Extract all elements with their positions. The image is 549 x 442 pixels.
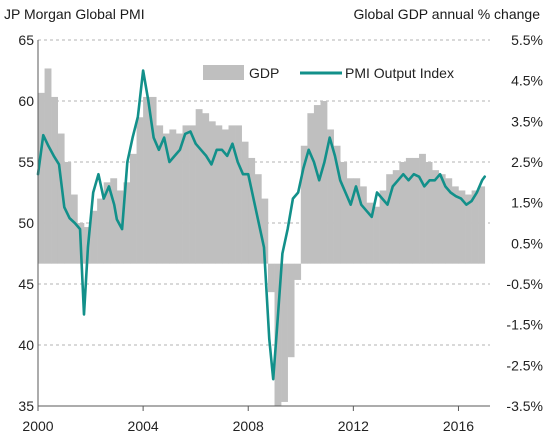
right-tick-label: 5.5% xyxy=(511,32,543,48)
gdp-bar xyxy=(359,186,367,264)
gdp-bar xyxy=(340,162,348,264)
gdp-bar xyxy=(208,121,216,264)
gdp-bar xyxy=(465,194,472,264)
right-tick-label: 4.5% xyxy=(511,73,543,89)
gdp-bar xyxy=(136,117,144,264)
x-tick-label: 2016 xyxy=(443,418,474,434)
gdp-bar xyxy=(267,263,275,293)
left-axis-title: JP Morgan Global PMI xyxy=(4,6,145,22)
gdp-bar xyxy=(366,202,374,264)
gdp-bar xyxy=(241,141,249,264)
gdp-bar xyxy=(261,198,269,264)
gdp-bar xyxy=(412,157,420,264)
gdp-bar xyxy=(90,210,98,264)
gdp-bar xyxy=(235,125,242,264)
gdp-bar xyxy=(103,182,111,264)
gdp-bar xyxy=(182,125,190,264)
left-tick-label: 35 xyxy=(18,398,34,414)
gdp-bar xyxy=(129,153,137,264)
gdp-bar xyxy=(175,133,183,264)
left-tick-label: 60 xyxy=(18,93,34,109)
gdp-bar xyxy=(327,129,334,264)
gdp-bar xyxy=(399,162,407,264)
gdp-bar xyxy=(202,113,210,264)
gdp-bar xyxy=(123,182,131,264)
gdp-bar xyxy=(189,125,196,264)
left-tick-label: 40 xyxy=(18,337,34,353)
gdp-bar xyxy=(97,198,104,264)
x-tick-label: 2004 xyxy=(128,418,159,434)
right-tick-label: -1.5% xyxy=(506,317,543,333)
legend: GDP PMI Output Index xyxy=(203,65,454,81)
legend-swatch-gdp xyxy=(203,65,244,80)
gdp-bar xyxy=(438,174,446,264)
gdp-bar xyxy=(169,129,177,264)
gdp-bar xyxy=(478,186,486,264)
right-tick-label: -2.5% xyxy=(506,357,543,373)
axes: 35 40 45 50 55 60 65 -3.5% -2.5% -1.5% -0.5% 0.5% 1.… xyxy=(18,32,543,434)
gdp-bar xyxy=(57,133,65,264)
gdp-bar xyxy=(195,109,203,264)
left-tick-label: 55 xyxy=(18,154,34,170)
gdp-bar xyxy=(353,178,361,264)
legend-label-pmi: PMI Output Index xyxy=(345,65,454,81)
gdp-bar xyxy=(425,162,433,264)
pmi-line xyxy=(36,69,487,381)
right-tick-label: -3.5% xyxy=(506,398,543,414)
x-tick-label: 2012 xyxy=(338,418,369,434)
gdp-bar xyxy=(386,174,394,264)
gdp-bar xyxy=(287,263,295,358)
gdp-bar xyxy=(307,113,315,264)
right-tick-label: 1.5% xyxy=(511,195,543,211)
gdp-bar xyxy=(432,170,440,264)
left-tick-label: 45 xyxy=(18,276,34,292)
gdp-bar xyxy=(471,190,479,264)
gdp-bar xyxy=(458,190,466,264)
right-axis-title: Global GDP annual % change xyxy=(353,6,540,22)
gdp-bar xyxy=(451,186,459,264)
gdp-bar xyxy=(70,194,78,264)
gdp-bar xyxy=(156,125,164,264)
gdp-bar xyxy=(143,96,150,264)
x-tick-label: 2008 xyxy=(233,418,264,434)
pmi-line-layer xyxy=(36,69,487,381)
right-tick-label: -0.5% xyxy=(506,276,543,292)
gdp-bar xyxy=(162,133,170,264)
gdp-bar xyxy=(274,263,282,406)
gdp-bar xyxy=(300,145,308,264)
gdp-bar xyxy=(419,153,426,264)
gdp-bar xyxy=(221,129,229,264)
gdp-bar xyxy=(346,178,354,264)
right-tick-label: 0.5% xyxy=(511,235,543,251)
gdp-bar xyxy=(294,263,302,280)
gdp-bar xyxy=(228,125,236,264)
gdp-bar xyxy=(281,263,288,402)
x-tick-label: 2000 xyxy=(22,418,53,434)
gdp-bar xyxy=(445,178,453,264)
legend-label-gdp: GDP xyxy=(249,65,279,81)
gdp-bar xyxy=(405,157,413,264)
gdp-bar xyxy=(333,145,341,264)
gdp-bar xyxy=(38,92,45,264)
right-tick-label: 3.5% xyxy=(511,113,543,129)
gdp-bar xyxy=(320,101,328,264)
left-tick-label: 50 xyxy=(18,215,34,231)
gdp-bar xyxy=(379,190,387,264)
gdp-bar xyxy=(149,96,157,264)
gdp-bars xyxy=(38,68,486,406)
gdp-bar xyxy=(110,178,118,264)
gdp-bar xyxy=(44,68,52,264)
right-tick-label: 2.5% xyxy=(511,154,543,170)
gdp-bar xyxy=(248,157,256,264)
gdp-bar xyxy=(373,206,380,264)
gdp-bar xyxy=(392,170,400,264)
left-tick-label: 65 xyxy=(18,32,34,48)
gdp-bar xyxy=(51,96,59,264)
gdp-bar xyxy=(313,105,321,264)
gdp-bar xyxy=(215,125,223,264)
